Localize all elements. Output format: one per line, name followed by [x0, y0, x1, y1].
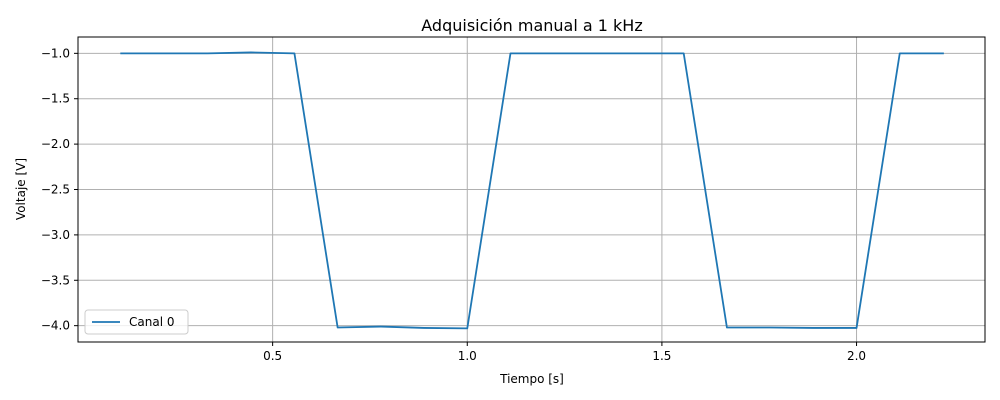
chart-title: Adquisición manual a 1 kHz: [421, 16, 642, 35]
y-tick-label: −3.0: [41, 228, 70, 242]
x-tick-label: 1.0: [458, 349, 477, 363]
y-tick-label: −4.0: [41, 319, 70, 333]
x-axis-label: Tiempo [s]: [499, 372, 564, 386]
legend-box: [84, 309, 189, 335]
legend-entry-canal-0: Canal 0: [129, 315, 174, 329]
y-tick-label: −1.0: [41, 46, 70, 60]
series-line-canal-0: [120, 51, 944, 330]
y-tick-label: −2.0: [41, 137, 70, 151]
axis-ticks: 0.5 1.0 1.5 2.0 −1.0 −1.5 −2.0 −2.5 −3.0 −3.5 −4.0: [41, 46, 866, 363]
x-tick-label: 2.0: [847, 349, 866, 363]
y-tick-label: −1.5: [41, 92, 70, 106]
grid-lines: [78, 37, 985, 342]
y-axis-label: Voltaje [V]: [14, 158, 28, 220]
legend: Canal 0: [84, 309, 189, 335]
x-tick-label: 0.5: [263, 349, 282, 363]
y-tick-label: −3.5: [41, 273, 70, 287]
y-tick-label: −2.5: [41, 183, 70, 197]
series-layer: [120, 51, 944, 330]
x-tick-label: 1.5: [652, 349, 671, 363]
